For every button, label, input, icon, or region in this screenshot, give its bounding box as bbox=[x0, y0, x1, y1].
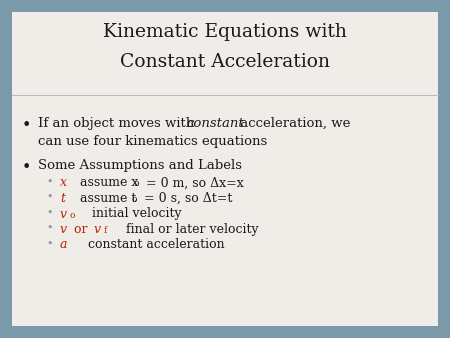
FancyBboxPatch shape bbox=[12, 12, 438, 326]
Text: •: • bbox=[46, 208, 53, 217]
Text: Constant Acceleration: Constant Acceleration bbox=[120, 53, 330, 71]
Text: v: v bbox=[60, 208, 67, 220]
Text: Kinematic Equations with: Kinematic Equations with bbox=[103, 23, 347, 41]
Text: •: • bbox=[46, 223, 53, 233]
Text: constant: constant bbox=[186, 117, 244, 130]
Text: •: • bbox=[22, 117, 32, 134]
Text: assume t: assume t bbox=[80, 192, 136, 205]
Text: Some Assumptions and Labels: Some Assumptions and Labels bbox=[38, 159, 242, 172]
Text: v: v bbox=[60, 223, 67, 236]
Text: = 0 m, so Δx=x: = 0 m, so Δx=x bbox=[142, 176, 244, 190]
Text: o: o bbox=[133, 179, 139, 189]
Text: constant acceleration: constant acceleration bbox=[80, 239, 225, 251]
Text: o: o bbox=[70, 211, 76, 219]
Text: final or later velocity: final or later velocity bbox=[114, 223, 259, 236]
Text: t: t bbox=[60, 192, 65, 205]
Text: assume x: assume x bbox=[80, 176, 139, 190]
Text: •: • bbox=[46, 192, 53, 202]
Text: can use four kinematics equations: can use four kinematics equations bbox=[38, 135, 267, 148]
Text: f: f bbox=[104, 226, 107, 235]
Text: a: a bbox=[60, 239, 68, 251]
Text: •: • bbox=[22, 159, 32, 176]
Text: = 0 s, so Δt=t: = 0 s, so Δt=t bbox=[140, 192, 232, 205]
Text: o: o bbox=[131, 195, 136, 204]
Text: •: • bbox=[46, 239, 53, 248]
Text: initial velocity: initial velocity bbox=[84, 208, 182, 220]
Text: acceleration, we: acceleration, we bbox=[236, 117, 351, 130]
Text: If an object moves with: If an object moves with bbox=[38, 117, 198, 130]
Text: v: v bbox=[94, 223, 101, 236]
Text: x: x bbox=[60, 176, 67, 190]
Text: or: or bbox=[70, 223, 91, 236]
Text: •: • bbox=[46, 176, 53, 187]
